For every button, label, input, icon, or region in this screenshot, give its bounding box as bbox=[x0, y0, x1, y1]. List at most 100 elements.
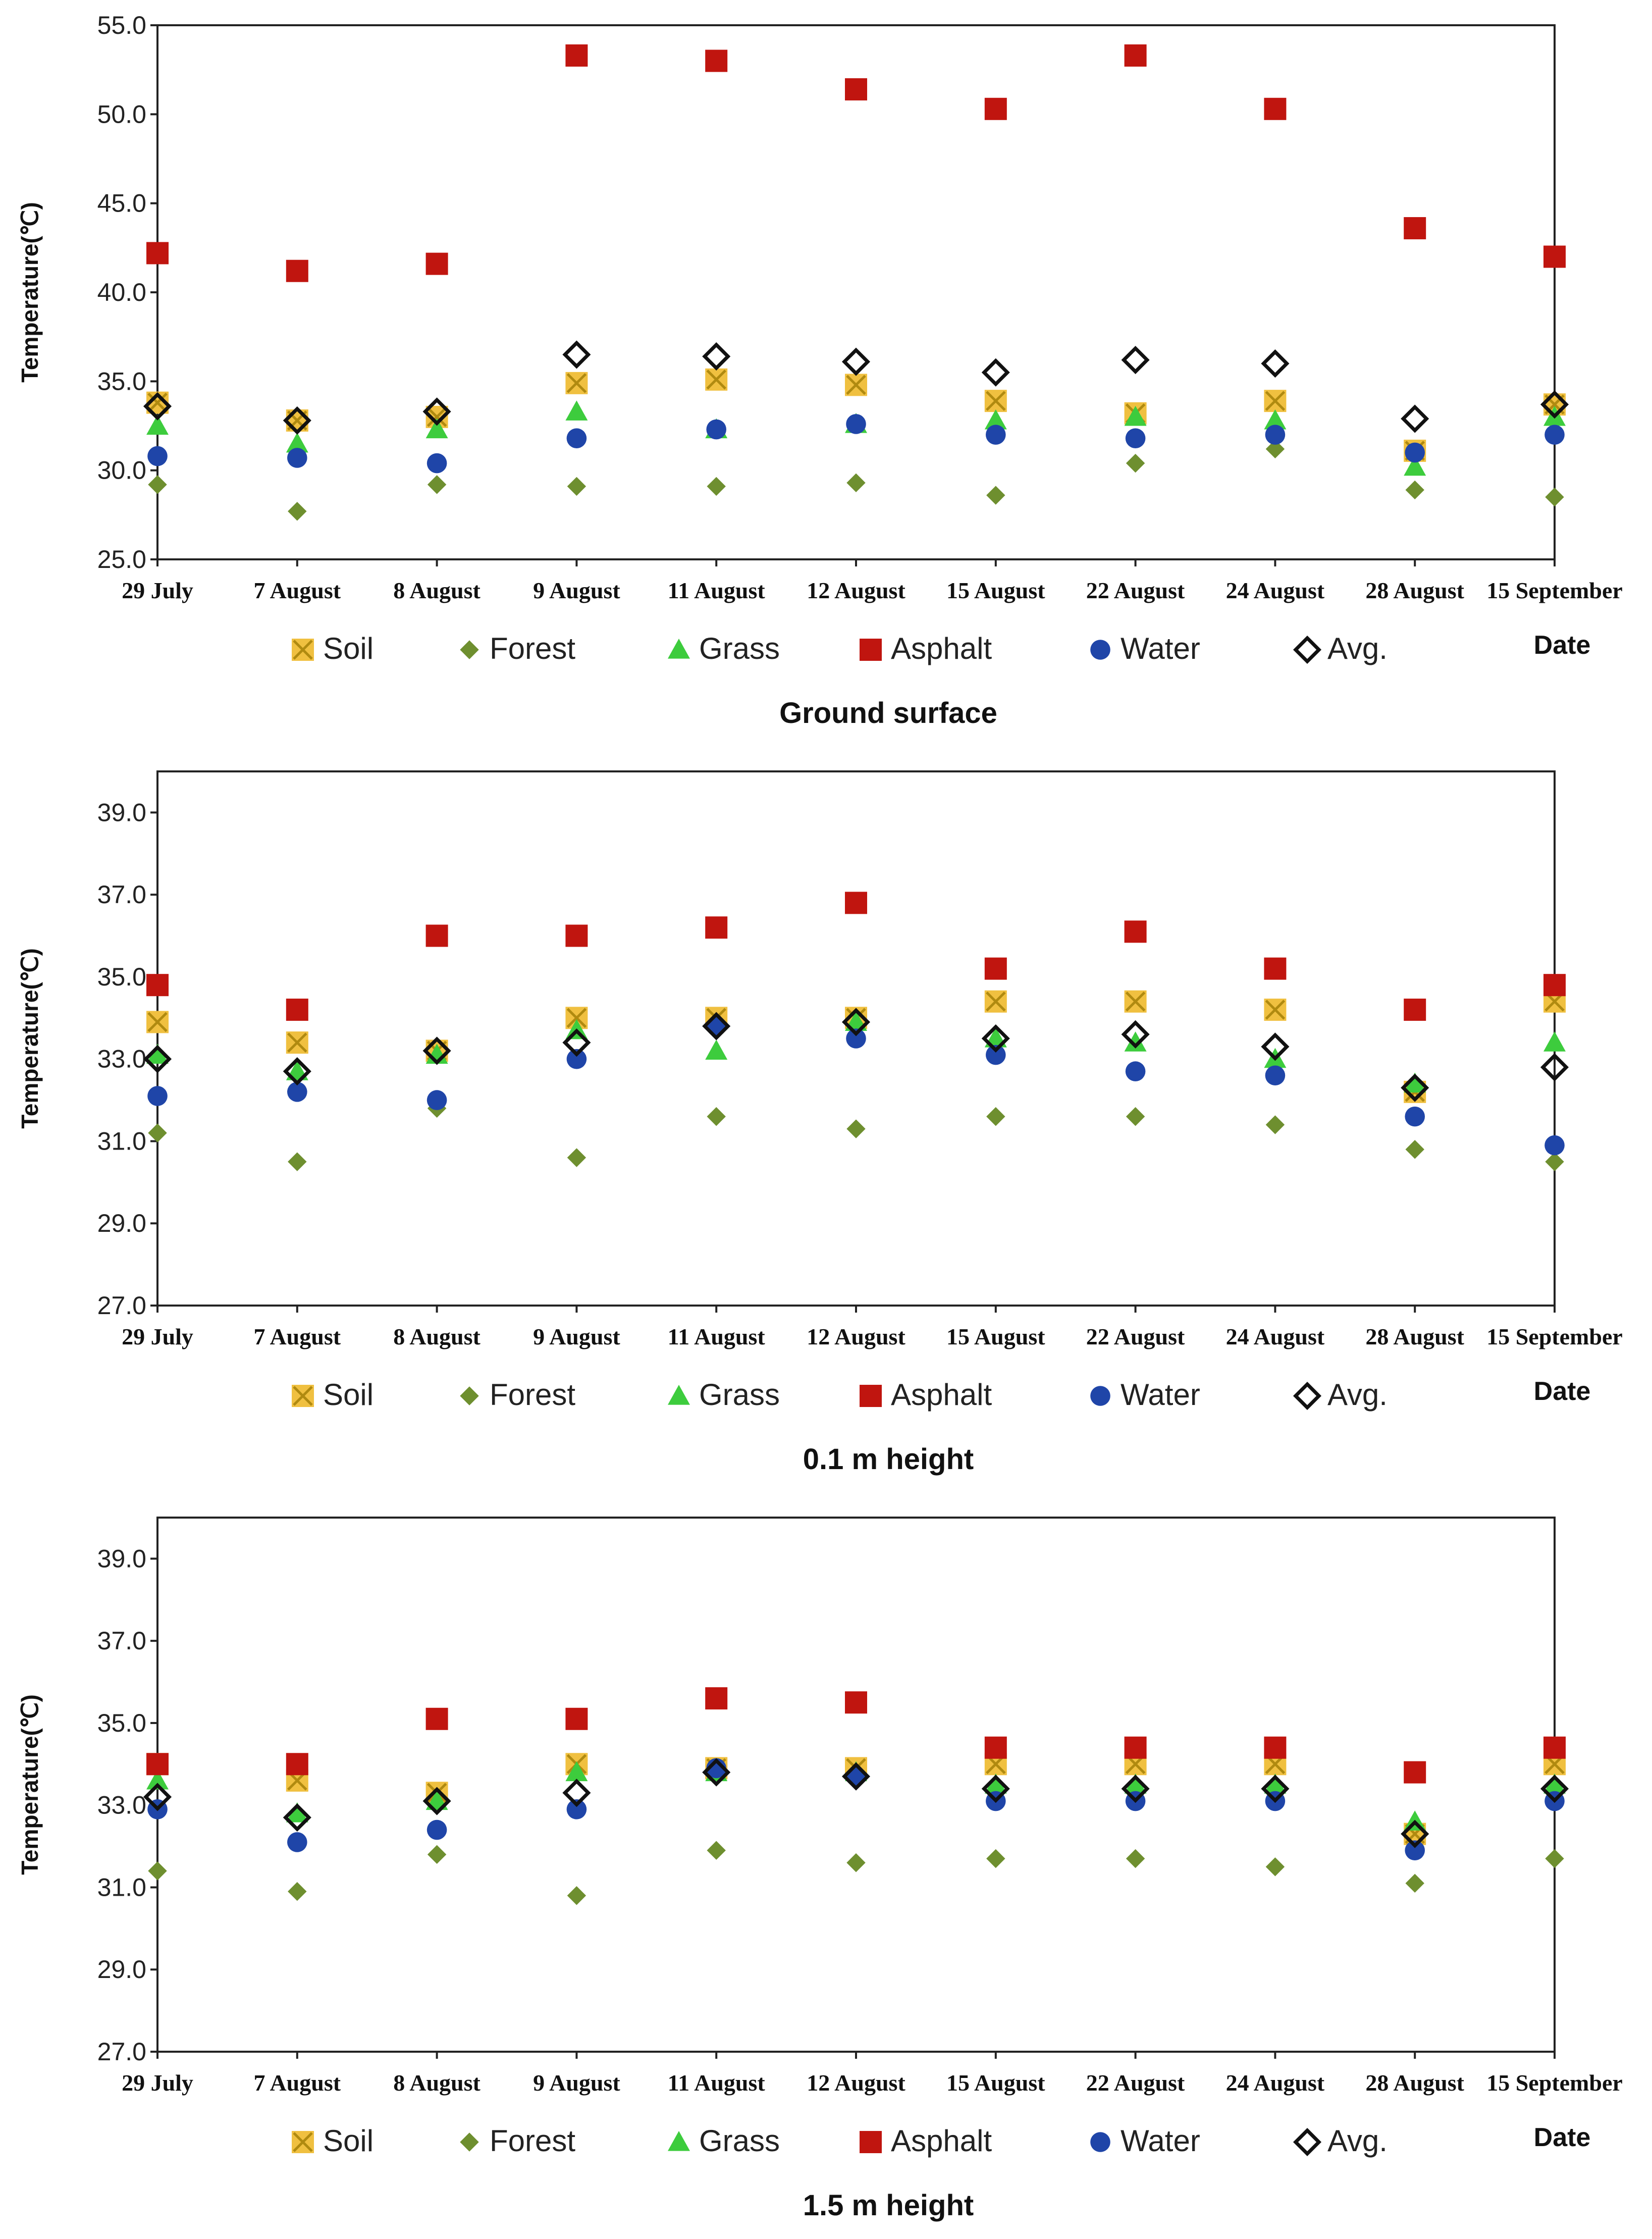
data-point bbox=[286, 259, 308, 282]
data-point bbox=[425, 418, 448, 439]
data-point bbox=[981, 1024, 1010, 1053]
legend-marker bbox=[668, 1385, 690, 1405]
data-point bbox=[147, 446, 168, 466]
legend-marker bbox=[292, 2131, 314, 2153]
legend-label: Asphalt bbox=[891, 1378, 992, 1412]
data-point bbox=[1261, 1775, 1290, 1803]
x-tick-label: 28 August bbox=[1365, 2070, 1464, 2096]
y-tick-label: 29.0 bbox=[97, 1955, 146, 1984]
data-point bbox=[1405, 1840, 1425, 1861]
data-point bbox=[1265, 439, 1285, 459]
series-forest bbox=[148, 1841, 1564, 1905]
data-point bbox=[1543, 1774, 1566, 1794]
series-asphalt bbox=[146, 44, 1566, 282]
series-forest bbox=[148, 439, 1564, 521]
data-point bbox=[1404, 1072, 1426, 1093]
data-point bbox=[984, 390, 1007, 412]
y-tick-label: 39.0 bbox=[97, 1544, 146, 1573]
x-tick-label: 15 August bbox=[946, 578, 1045, 603]
data-point bbox=[427, 1845, 447, 1864]
data-point bbox=[286, 999, 308, 1021]
x-tick-label: 22 August bbox=[1086, 578, 1185, 603]
legend-label: Water bbox=[1121, 632, 1200, 665]
legend-label: Soil bbox=[323, 2124, 374, 2158]
data-point bbox=[707, 477, 726, 496]
y-tick-label: 50.0 bbox=[97, 100, 146, 128]
data-point bbox=[567, 1886, 587, 1905]
series-grass bbox=[146, 1011, 1566, 1093]
data-point bbox=[422, 397, 451, 426]
legend-label: Avg. bbox=[1327, 632, 1388, 665]
data-point bbox=[562, 340, 591, 369]
x-tick-label: 8 August bbox=[393, 578, 481, 603]
data-point bbox=[565, 400, 588, 421]
chart-0-1m-height: 27.0 29.0 31.0 33.0 35.0 37.0 39.0 29 July 7 Aug… bbox=[0, 746, 1652, 1492]
data-point bbox=[146, 1753, 169, 1776]
y-axis-label: Temperature(℃) bbox=[17, 202, 43, 383]
data-point bbox=[1264, 999, 1287, 1021]
data-point bbox=[146, 974, 169, 997]
series-soil bbox=[146, 368, 1566, 462]
data-point bbox=[286, 1753, 308, 1776]
data-point bbox=[422, 1036, 451, 1065]
data-point bbox=[1124, 1774, 1147, 1794]
data-point bbox=[1124, 405, 1147, 426]
data-point bbox=[1404, 217, 1426, 240]
y-tick-label: 55.0 bbox=[97, 11, 146, 39]
data-point bbox=[702, 1758, 731, 1787]
x-tick-label: 15 September bbox=[1486, 578, 1623, 603]
data-point bbox=[845, 78, 867, 100]
series-asphalt bbox=[146, 1687, 1566, 1784]
data-point bbox=[1126, 1849, 1145, 1868]
data-point bbox=[841, 1008, 871, 1036]
data-point bbox=[565, 1707, 588, 1730]
legend-entry: Soil bbox=[292, 1378, 374, 1412]
legend-entry: Asphalt bbox=[860, 1378, 992, 1412]
x-tick-label: 24 August bbox=[1226, 2070, 1325, 2096]
x-tick-label: 12 August bbox=[807, 1324, 905, 1349]
data-point bbox=[1265, 1115, 1285, 1134]
legend-entry: Water bbox=[1090, 632, 1200, 665]
y-tick-label: 25.0 bbox=[97, 545, 146, 574]
data-point bbox=[143, 1783, 172, 1811]
data-point bbox=[148, 475, 167, 494]
series-forest bbox=[148, 1099, 1564, 1171]
legend-marker bbox=[860, 639, 882, 661]
data-point bbox=[1125, 428, 1146, 448]
data-point bbox=[1540, 1775, 1569, 1803]
legend-entry: Grass bbox=[668, 632, 780, 665]
legend-marker bbox=[1090, 1386, 1110, 1406]
data-point bbox=[702, 342, 731, 371]
data-point bbox=[1545, 1152, 1564, 1171]
y-tick-label: 27.0 bbox=[97, 2038, 146, 2066]
y-tick-label: 30.0 bbox=[97, 456, 146, 485]
x-tick-label: 8 August bbox=[393, 2070, 481, 2096]
legend-label: Grass bbox=[699, 2124, 780, 2158]
chart-title: Ground surface bbox=[779, 697, 997, 730]
series-avg bbox=[143, 340, 1569, 435]
data-point bbox=[562, 1779, 591, 1807]
data-point bbox=[1543, 1736, 1566, 1759]
legend-marker bbox=[668, 639, 690, 659]
legend-entry: Soil bbox=[292, 2124, 374, 2158]
data-point bbox=[981, 1775, 1010, 1803]
legend-entry: Avg. bbox=[1293, 1378, 1388, 1412]
data-point bbox=[1405, 1140, 1424, 1159]
x-tick-label: 24 August bbox=[1226, 578, 1325, 603]
y-tick-label: 37.0 bbox=[97, 1627, 146, 1655]
legend-marker bbox=[860, 1385, 882, 1407]
data-point bbox=[1404, 1761, 1426, 1784]
data-point bbox=[565, 372, 588, 394]
data-point bbox=[1264, 1736, 1287, 1759]
x-tick-label: 7 August bbox=[254, 1324, 341, 1349]
data-point bbox=[566, 1049, 587, 1069]
data-point bbox=[287, 1082, 307, 1102]
legend-label: Avg. bbox=[1327, 1378, 1388, 1412]
data-point bbox=[1265, 425, 1286, 445]
data-point bbox=[1401, 1819, 1429, 1848]
series-water bbox=[147, 1016, 1565, 1156]
x-tick-label: 22 August bbox=[1086, 1324, 1185, 1349]
legend-entry: Avg. bbox=[1293, 632, 1388, 665]
legend-label: Soil bbox=[323, 632, 374, 665]
